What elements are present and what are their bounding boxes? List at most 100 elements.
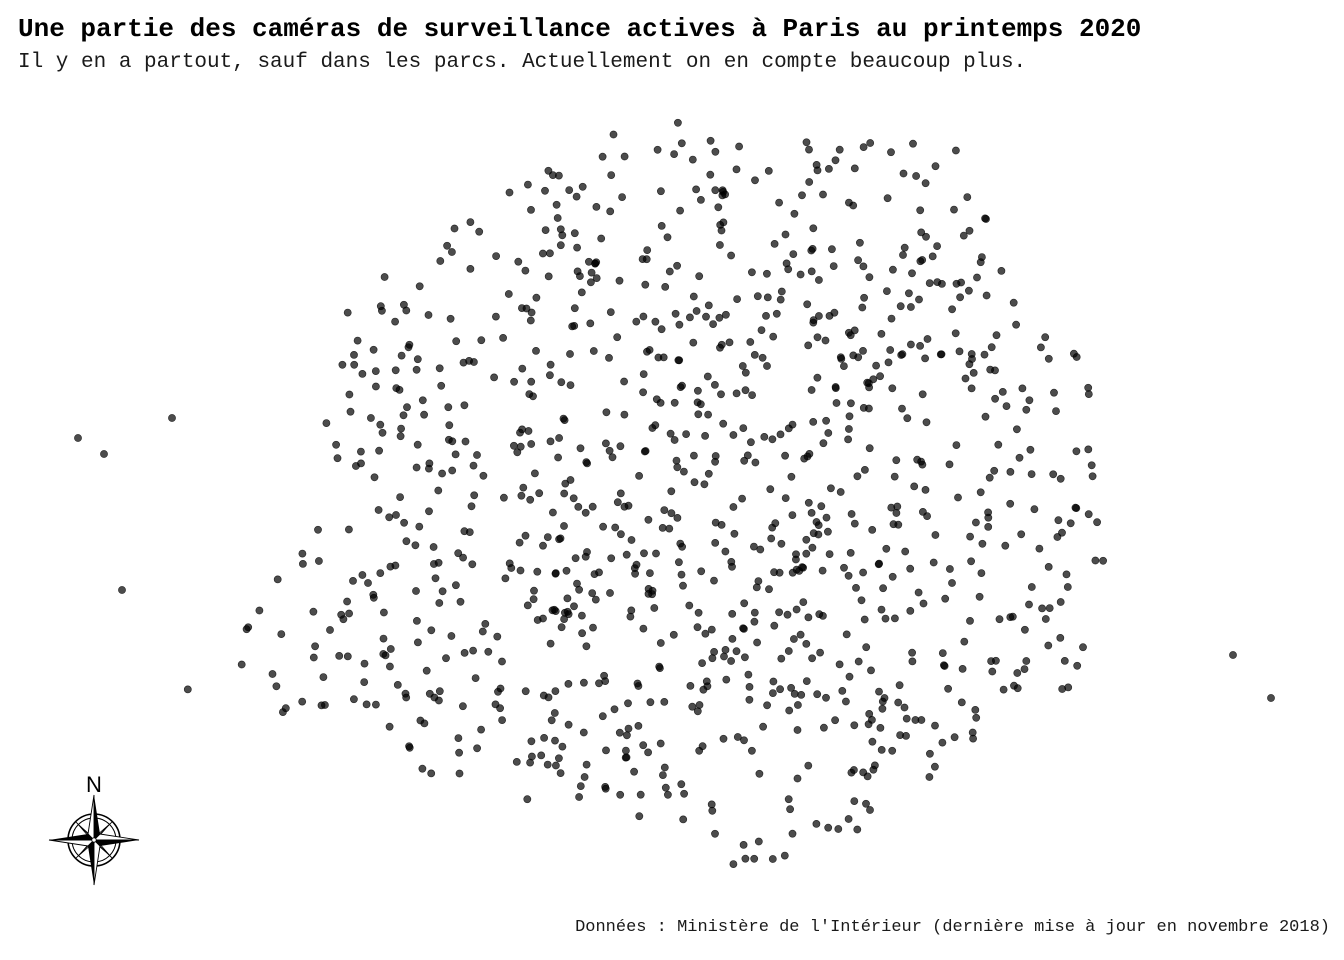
camera-point xyxy=(715,313,724,322)
camera-point xyxy=(615,276,624,285)
camera-point xyxy=(429,543,438,551)
camera-point xyxy=(722,310,730,319)
camera-point xyxy=(772,309,781,318)
camera-point xyxy=(412,617,421,625)
camera-point xyxy=(698,659,706,667)
camera-point xyxy=(977,569,986,577)
camera-point xyxy=(777,539,786,548)
camera-point xyxy=(704,410,712,419)
camera-point xyxy=(667,509,676,518)
camera-point xyxy=(376,420,385,429)
camera-point xyxy=(992,331,1001,340)
camera-point xyxy=(906,564,915,573)
camera-point xyxy=(671,309,680,318)
camera-point xyxy=(578,611,586,620)
camera-point xyxy=(695,701,704,709)
camera-point xyxy=(360,659,369,668)
camera-point xyxy=(867,666,875,675)
camera-point xyxy=(931,721,939,730)
camera-point xyxy=(879,584,887,593)
camera-point xyxy=(360,678,369,686)
camera-point xyxy=(849,201,858,210)
camera-point xyxy=(1050,388,1058,397)
camera-point xyxy=(735,142,743,151)
camera-point xyxy=(753,638,761,647)
camera-point xyxy=(973,273,981,282)
camera-point xyxy=(694,386,702,395)
camera-point xyxy=(776,295,785,304)
camera-point xyxy=(852,584,860,592)
camera-point xyxy=(582,642,591,651)
camera-point xyxy=(869,375,878,384)
camera-point xyxy=(804,341,813,350)
camera-point xyxy=(711,829,719,838)
camera-point xyxy=(412,365,421,374)
camera-point xyxy=(676,206,684,215)
camera-point xyxy=(880,694,889,702)
camera-point xyxy=(960,637,969,646)
camera-point xyxy=(984,523,993,531)
camera-point xyxy=(751,458,760,467)
camera-point xyxy=(465,528,474,536)
camera-point xyxy=(992,656,1000,665)
camera-point xyxy=(451,450,460,459)
camera-point xyxy=(477,725,485,734)
camera-point xyxy=(743,451,752,460)
camera-point xyxy=(366,414,375,422)
camera-point xyxy=(803,452,812,461)
camera-point xyxy=(825,550,834,558)
camera-point xyxy=(673,261,681,270)
camera-point xyxy=(854,657,863,666)
camera-point xyxy=(650,604,659,612)
camera-point xyxy=(787,472,796,481)
camera-point xyxy=(968,355,976,363)
camera-point xyxy=(1018,384,1027,393)
camera-point xyxy=(748,268,756,277)
camera-point xyxy=(720,652,728,661)
camera-point xyxy=(420,719,429,728)
camera-point xyxy=(824,429,833,437)
camera-point xyxy=(933,278,942,286)
camera-point xyxy=(435,599,444,607)
camera-point xyxy=(1056,598,1065,606)
camera-point xyxy=(547,716,556,725)
camera-point xyxy=(796,630,805,639)
camera-point xyxy=(928,252,937,261)
camera-point xyxy=(378,428,387,437)
camera-point xyxy=(768,435,777,444)
camera-point xyxy=(526,495,535,504)
camera-point xyxy=(530,586,538,595)
camera-point xyxy=(396,432,405,441)
camera-point xyxy=(675,320,684,329)
camera-point xyxy=(1088,472,1097,481)
camera-point xyxy=(396,493,404,501)
camera-point xyxy=(529,392,537,401)
camera-point xyxy=(830,308,839,317)
camera-point xyxy=(663,233,672,242)
camera-point xyxy=(402,693,411,702)
camera-point xyxy=(787,684,795,692)
camera-point xyxy=(912,172,920,180)
camera-point xyxy=(948,579,956,587)
camera-point xyxy=(529,595,538,604)
camera-point xyxy=(865,404,873,413)
camera-point xyxy=(583,548,591,556)
camera-point xyxy=(397,424,405,433)
camera-point xyxy=(915,295,923,304)
camera-point xyxy=(666,429,675,438)
camera-point xyxy=(491,312,500,321)
camera-point xyxy=(563,594,572,603)
camera-point xyxy=(371,700,380,709)
camera-point xyxy=(874,560,883,569)
camera-point xyxy=(859,143,868,151)
camera-point xyxy=(750,608,759,617)
camera-point xyxy=(592,274,601,282)
camera-point xyxy=(815,312,823,320)
camera-point xyxy=(550,605,559,614)
camera-point xyxy=(413,355,422,364)
camera-point xyxy=(616,442,625,451)
camera-point xyxy=(566,381,575,389)
camera-point xyxy=(665,267,674,276)
camera-point xyxy=(740,736,748,745)
camera-point xyxy=(602,408,611,417)
